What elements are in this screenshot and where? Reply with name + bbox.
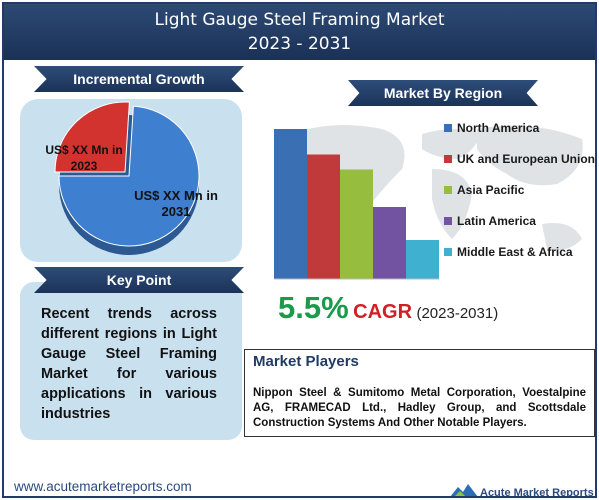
- bar-uk-and-european-union: [307, 154, 340, 279]
- bar-latin-america: [373, 207, 406, 279]
- legend-label: Middle East & Africa: [457, 245, 573, 259]
- legend-label: UK and European Union: [457, 152, 595, 166]
- cagr-label: CAGR: [353, 301, 413, 323]
- legend-item: Asia Pacific: [444, 183, 524, 197]
- incremental-growth-pie: [54, 101, 200, 255]
- footer: [4, 474, 595, 496]
- key-point-heading: Key Point: [34, 267, 244, 293]
- title-line-2: 2023 - 2031: [247, 34, 352, 54]
- brand-mountain-icon: [450, 484, 478, 496]
- legend-item: North America: [444, 121, 539, 135]
- key-point-text: Recent trends across different regions i…: [41, 306, 217, 422]
- legend-label: North America: [457, 121, 540, 135]
- bar-asia-pacific: [340, 169, 373, 279]
- legend-swatch: [444, 124, 452, 132]
- legend-item: UK and European Union: [444, 152, 595, 166]
- cagr-readout: 5.5% CAGR (2023-2031): [278, 290, 498, 326]
- legend-swatch: [444, 248, 452, 256]
- footer-brand: Acute Market Reports: [450, 483, 594, 498]
- pie-slice-2023: [54, 101, 130, 173]
- pie-label-2023: US$ XX Mn in 2023: [45, 143, 123, 173]
- brand-name: Acute Market Reports: [480, 487, 594, 498]
- pie-label-2031: US$ XX Mn in 2031: [134, 188, 218, 219]
- market-players-text: Nippon Steel & Sumitomo Metal Corporatio…: [253, 387, 586, 429]
- legend-item: Latin America: [444, 214, 536, 228]
- legend-swatch: [444, 217, 452, 225]
- cagr-period: (2023-2031): [416, 305, 499, 322]
- incremental-growth-heading: Incremental Growth: [34, 66, 244, 92]
- title-line-1: Light Gauge Steel Framing Market: [154, 10, 445, 30]
- market-by-region-heading: Market By Region: [348, 80, 538, 106]
- legend-label: Asia Pacific: [457, 183, 525, 197]
- title-bar: Light Gauge Steel Framing Market 2023 - …: [4, 4, 595, 60]
- key-point-background: [20, 282, 242, 440]
- legend-label: Latin America: [457, 214, 536, 228]
- legend-item: Middle East & Africa: [444, 245, 573, 259]
- market-players-heading: Market Players: [253, 353, 359, 370]
- legend-swatch: [444, 155, 452, 163]
- footer-url[interactable]: www.acutemarketreports.com: [14, 479, 192, 494]
- cagr-value: 5.5%: [278, 290, 349, 325]
- market-by-region-chart: [274, 129, 439, 280]
- bar-north-america: [274, 129, 307, 279]
- pie-slice-2031: [58, 105, 200, 247]
- legend-swatch: [444, 186, 452, 194]
- bar-middle-east-africa: [406, 240, 439, 279]
- market-players-box: Market Players Nippon Steel & Sumitomo M…: [244, 349, 595, 437]
